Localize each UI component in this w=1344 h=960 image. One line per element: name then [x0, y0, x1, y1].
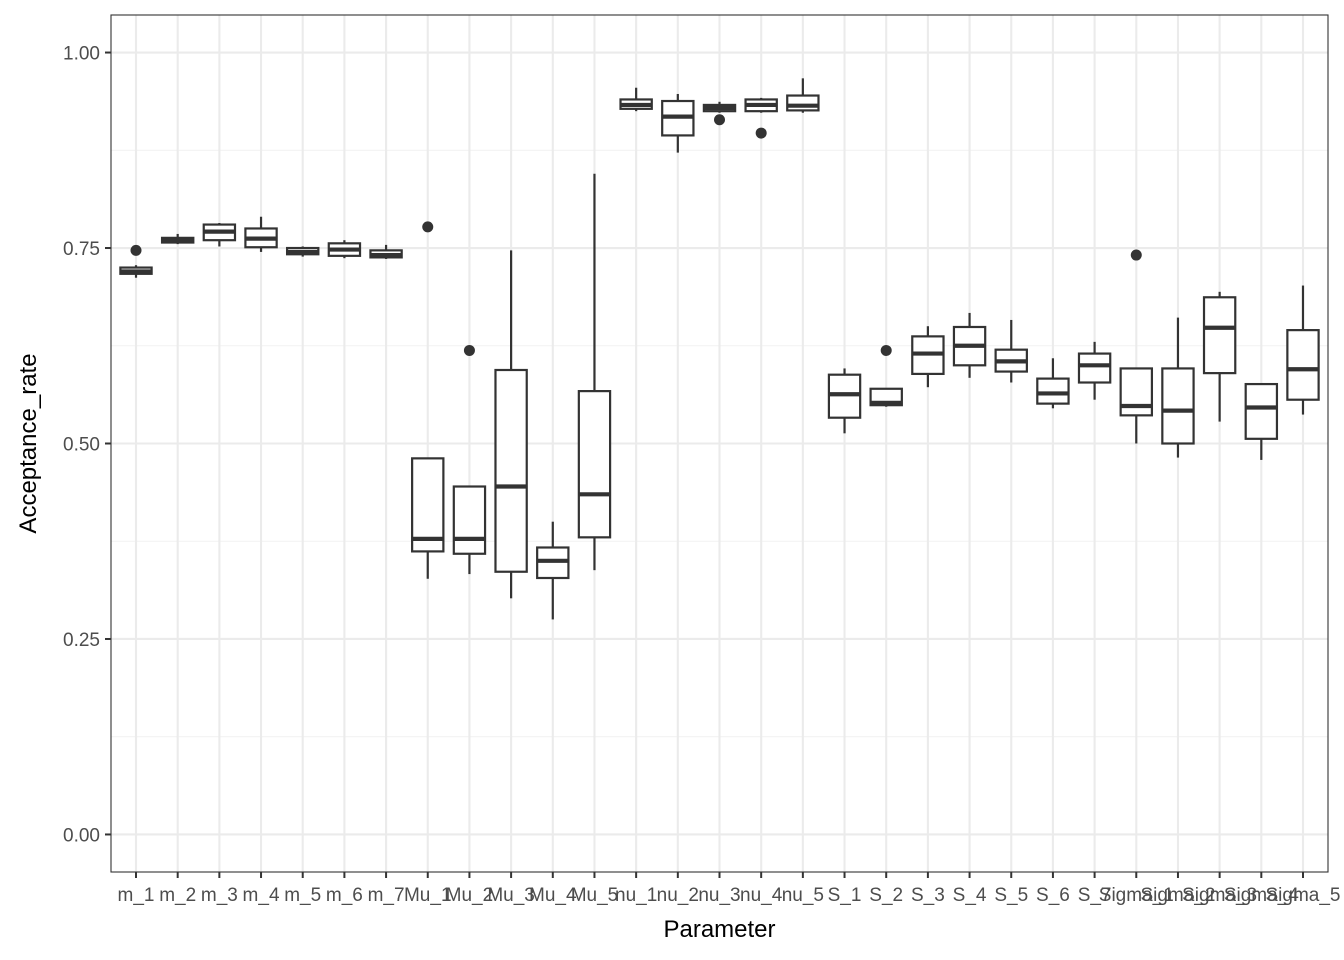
box-S_7 [1077, 341, 1112, 400]
x-tick-label: Mu_1 [404, 885, 452, 906]
box-iqr [786, 94, 820, 112]
y-tick-label: 0.25 [63, 630, 100, 651]
box-iqr [411, 457, 445, 553]
box-iqr [577, 390, 612, 539]
x-tick-label: Sigma_4 [1224, 885, 1299, 906]
x-tick-label: Mu_4 [529, 885, 577, 906]
box-series [119, 78, 1320, 620]
box-Mu_5 [577, 173, 612, 571]
x-tick-label: m_7 [368, 885, 405, 906]
y-tick-label: 0.50 [63, 435, 100, 456]
x-tick-label: Mu_3 [487, 885, 535, 906]
x-tick-label: S_2 [869, 885, 903, 906]
box-nu_4 [744, 97, 778, 139]
box-iqr [1202, 296, 1237, 375]
box-S_3 [911, 326, 945, 388]
x-tick-label: m_1 [118, 885, 155, 906]
x-tick-label: Sigma_1 [1099, 885, 1174, 906]
x-tick-label: m_4 [243, 885, 280, 906]
x-tick-label: m_2 [159, 885, 196, 906]
x-tick-label: Mu_2 [446, 885, 494, 906]
box-m_5 [285, 246, 320, 257]
box-iqr [1286, 329, 1320, 401]
y-tick-label: 1.00 [63, 44, 100, 65]
outlier-point [463, 344, 475, 356]
box-m_7 [369, 244, 403, 259]
x-tick-label: S_4 [953, 885, 987, 906]
x-tick-label: Sigma_2 [1140, 885, 1215, 906]
box-nu_2 [661, 93, 695, 153]
box-Mu_3 [494, 250, 528, 599]
box-nu_5 [786, 78, 820, 113]
box-m_2 [160, 233, 195, 245]
box-m_6 [327, 240, 362, 259]
x-tick-label: Sigma_3 [1182, 885, 1257, 906]
box-Sigma_4 [1244, 382, 1279, 460]
x-tick-label: m_3 [201, 885, 238, 906]
box-Sigma_1 [1119, 249, 1154, 444]
outlier-point [130, 244, 142, 256]
y-axis: 0.00 0.25 0.50 0.75 1.00 [63, 44, 111, 846]
box-Sigma_3 [1202, 291, 1237, 422]
box-Mu_1 [411, 221, 445, 579]
box-m_1 [119, 244, 153, 278]
x-axis: m_1 m_2 m_3 m_4 m_5 m_6 m_7 Mu_1Mu_2Mu_3Mu_4Mu_… [118, 872, 1340, 906]
x-tick-label: nu_1 [615, 885, 657, 906]
x-tick-label: nu_4 [740, 885, 783, 906]
major-gridlines [111, 15, 1328, 872]
outlier-point [714, 114, 725, 126]
x-tick-label: S_1 [828, 885, 862, 906]
outlier-point [755, 127, 767, 139]
box-S_2 [869, 344, 903, 407]
x-tick-label: m_6 [326, 885, 363, 906]
x-tick-label: Sigma_5 [1265, 885, 1340, 906]
box-nu_3 [702, 101, 737, 126]
x-tick-label: nu_2 [657, 885, 699, 906]
box-Sigma_2 [1161, 317, 1195, 458]
x-tick-label: nu_5 [782, 885, 824, 906]
outlier-point [1130, 249, 1142, 261]
x-tick-label: S_3 [911, 885, 945, 906]
box-m_3 [202, 222, 237, 247]
box-Sigma_5 [1286, 285, 1320, 415]
x-tick-label: Mu_5 [571, 885, 619, 906]
box-S_4 [952, 312, 987, 378]
x-tick-label: S_6 [1036, 885, 1070, 906]
box-iqr [494, 368, 528, 573]
box-Mu_2 [452, 344, 487, 575]
box-S_1 [827, 368, 862, 434]
x-tick-label: S_5 [994, 885, 1028, 906]
box-nu_1 [619, 87, 653, 112]
box-iqr [1244, 382, 1279, 440]
x-tick-label: S_7 [1078, 885, 1112, 906]
outlier-point [422, 221, 434, 233]
y-tick-label: 0.75 [63, 239, 100, 260]
box-S_5 [994, 319, 1028, 383]
x-tick-label: m_5 [284, 885, 321, 906]
y-axis-title: Acceptance_rate [15, 353, 42, 533]
box-iqr [452, 485, 487, 555]
box-Mu_4 [536, 521, 570, 620]
box-iqr [1119, 367, 1154, 417]
box-iqr [1161, 367, 1195, 445]
outlier-point [880, 344, 892, 356]
y-tick-label: 0.00 [63, 825, 100, 846]
box-iqr [1036, 377, 1070, 405]
box-S_6 [1036, 358, 1070, 409]
box-iqr [1077, 352, 1112, 384]
x-tick-label: nu_3 [698, 885, 740, 906]
x-axis-title: Parameter [663, 916, 775, 943]
box-m_4 [244, 216, 278, 252]
